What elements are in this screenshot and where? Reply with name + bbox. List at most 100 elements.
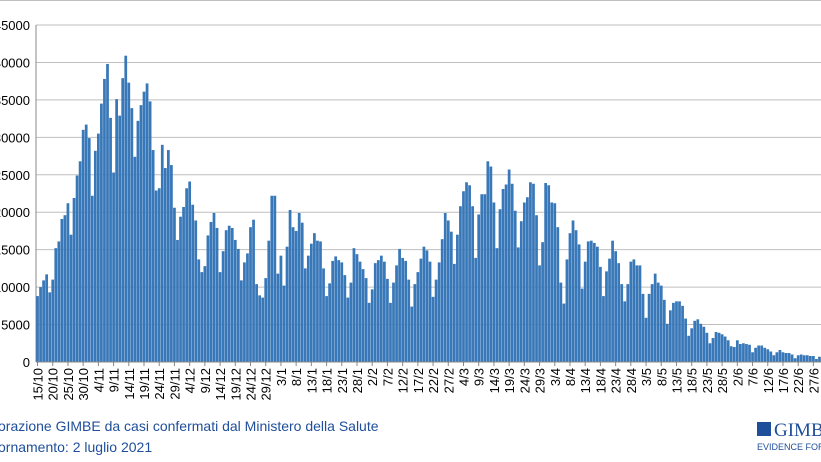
bar: [200, 272, 204, 362]
bar: [279, 255, 283, 362]
bar: [562, 303, 566, 362]
x-tick-label: 8/1: [289, 368, 304, 386]
x-tick-label: 22/6: [791, 368, 806, 393]
x-tick-label: 23/1: [335, 368, 350, 393]
bar: [608, 258, 611, 362]
bar: [78, 161, 82, 362]
bar: [571, 220, 575, 362]
bar: [538, 265, 541, 362]
bar: [373, 263, 377, 362]
x-tick-label: 3/4: [548, 368, 563, 386]
x-tick-label: 19/11: [137, 368, 152, 400]
bar: [815, 359, 818, 362]
bar: [276, 273, 280, 362]
bar: [203, 266, 207, 362]
bar: [510, 183, 514, 362]
x-tick-label: 29/12: [259, 368, 274, 401]
x-tick-label: 8/4: [563, 368, 578, 386]
bar: [659, 285, 663, 362]
x-tick-label: 24/12: [244, 368, 259, 401]
bar: [100, 103, 103, 362]
x-tick-label: 24/11: [152, 368, 167, 400]
bar: [270, 195, 274, 362]
bar: [592, 242, 596, 362]
bar: [337, 260, 341, 362]
x-tick-label: 12/2: [396, 368, 411, 393]
x-tick-label: 17/2: [411, 368, 426, 393]
bar: [477, 214, 481, 362]
bar: [84, 124, 88, 362]
bar: [407, 279, 411, 362]
x-tick-label: 2/6: [730, 368, 745, 386]
bar: [452, 263, 456, 362]
bar: [772, 355, 776, 362]
bar: [760, 345, 764, 362]
bar: [48, 292, 52, 362]
x-tick-label: 19/3: [502, 368, 517, 393]
bar: [589, 240, 593, 362]
bar: [343, 275, 347, 362]
bar: [513, 210, 517, 362]
bar: [818, 356, 821, 362]
bar: [729, 346, 733, 362]
bar: [188, 181, 192, 362]
bar: [431, 296, 435, 362]
bar: [632, 259, 636, 362]
bar: [401, 257, 405, 362]
bar: [261, 297, 265, 362]
bar: [751, 352, 754, 362]
bar: [748, 344, 751, 362]
bar: [675, 301, 678, 362]
x-tick-label: 23/5: [700, 368, 715, 393]
bar: [489, 166, 493, 362]
bar: [745, 344, 748, 362]
bar: [124, 55, 128, 363]
bar: [483, 194, 487, 362]
bar: [595, 246, 599, 362]
bar: [376, 260, 380, 362]
y-tick-label: 30000: [0, 130, 30, 145]
bar: [282, 285, 286, 362]
bar: [240, 280, 243, 362]
bar: [644, 317, 648, 362]
bar: [611, 240, 614, 362]
update-note: ornamento: 2 luglio 2021: [0, 439, 152, 455]
bar: [358, 261, 362, 362]
bar: [258, 295, 262, 362]
bar: [678, 301, 681, 362]
bar: [404, 260, 408, 362]
x-tick-label: 25/10: [61, 368, 76, 401]
bar: [735, 340, 739, 362]
logo-icon: [757, 422, 771, 436]
x-tick-label: 8/5: [654, 368, 669, 386]
bar: [303, 268, 307, 362]
bar: [410, 306, 414, 362]
y-tick-label: 5000: [1, 318, 30, 333]
bar: [109, 117, 112, 363]
bar: [501, 189, 505, 362]
y-tick-label: 40000: [0, 55, 30, 70]
bar: [130, 108, 134, 362]
bar: [465, 182, 468, 362]
bar: [443, 212, 447, 362]
source-note: orazione GIMBE da casi confermati dal Mi…: [0, 418, 379, 434]
bar: [45, 274, 49, 362]
bar: [766, 349, 770, 362]
bar: [309, 243, 313, 362]
bar: [176, 239, 179, 362]
bar: [763, 347, 767, 362]
bar: [556, 227, 560, 362]
bar: [413, 284, 417, 362]
x-tick-label: 2/2: [365, 368, 380, 386]
bar: [586, 241, 590, 362]
bar: [127, 82, 131, 363]
bar: [446, 220, 450, 362]
bar: [532, 183, 535, 362]
x-tick-label: 7/6: [746, 368, 761, 386]
bar: [526, 197, 529, 362]
bar: [672, 302, 675, 362]
bar: [422, 246, 426, 362]
x-tick-label: 14/12: [213, 368, 228, 401]
x-tick-label: 14/11: [122, 368, 137, 400]
bar: [416, 272, 420, 362]
